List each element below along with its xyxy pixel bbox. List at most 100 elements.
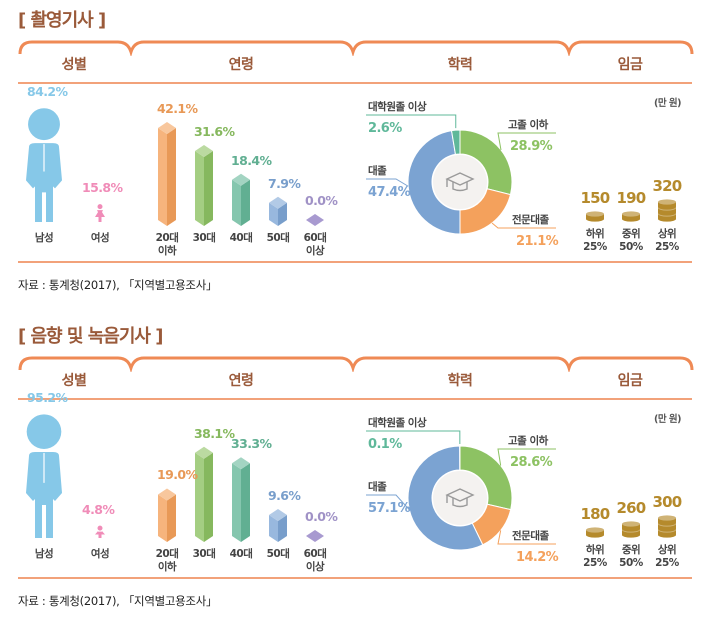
wage-label-0: 하위 <box>575 544 615 557</box>
wage-label-2: 상위 <box>647 544 687 557</box>
coin-top <box>658 199 676 204</box>
age-bar-left-face <box>195 453 204 542</box>
age-percent-4: 0.0% <box>305 509 337 524</box>
coin-bottom <box>658 532 676 537</box>
edu-percent-0: 28.9% <box>510 139 552 154</box>
wage-label-0: 25% <box>575 241 615 254</box>
coin-bottom <box>622 216 640 221</box>
coin-top <box>658 515 676 520</box>
coin-bottom <box>586 216 604 221</box>
coin-bottom <box>658 526 676 531</box>
wage-label-0: 25% <box>575 557 615 570</box>
age-bar-right-face <box>241 180 250 226</box>
coin-bottom <box>622 526 640 531</box>
age-percent-4: 0.0% <box>305 193 337 208</box>
age-bar-right-face <box>167 128 176 226</box>
age-bar-right-face <box>241 463 250 542</box>
age-label-3: 50대 <box>258 232 298 245</box>
edu-percent-0: 28.6% <box>510 455 552 470</box>
age-percent-1: 38.1% <box>194 426 234 441</box>
edu-label-0: 고졸 이하 <box>508 117 548 132</box>
age-label-0: 20대 <box>147 548 187 561</box>
donut-center <box>433 471 487 525</box>
edu-percent-1: 14.2% <box>516 550 558 565</box>
age-bar-right-face <box>167 494 176 542</box>
male-head <box>27 414 62 449</box>
edu-label-2: 대졸 <box>368 163 386 178</box>
edu-label-3: 대학원졸 이상 <box>368 99 426 114</box>
coin-bottom <box>658 520 676 525</box>
age-bar-flat <box>306 530 324 542</box>
age-bar-left-face <box>195 151 204 226</box>
edu-percent-2: 47.4% <box>368 185 410 200</box>
male-percent: 84.2% <box>27 84 67 99</box>
age-bar-flat <box>306 214 324 226</box>
wage-label-2: 25% <box>647 557 687 570</box>
female-percent: 4.8% <box>82 502 114 517</box>
wage-label-1: 중위 <box>611 544 651 557</box>
wage-unit: (만 원) <box>654 95 681 109</box>
coin-bottom <box>586 532 604 537</box>
wage-value-1: 260 <box>611 499 651 517</box>
age-label-0: 20대 <box>147 232 187 245</box>
age-bar-left-face <box>232 180 241 226</box>
gender-label-female: 여성 <box>80 548 120 561</box>
coin-bottom <box>622 532 640 537</box>
coin-top <box>586 527 604 532</box>
edu-label-2: 대졸 <box>368 479 386 494</box>
age-bar-left-face <box>232 463 241 542</box>
coin-top <box>622 521 640 526</box>
age-percent-0: 42.1% <box>157 101 197 116</box>
source-note: 자료 : 통계청(2017), 「지역별고용조사」 <box>18 277 217 293</box>
edu-percent-1: 21.1% <box>516 234 558 249</box>
wage-value-2: 300 <box>647 493 687 511</box>
age-label-2: 40대 <box>221 548 261 561</box>
male-figure-icon <box>26 108 62 222</box>
female-percent: 15.8% <box>82 180 122 195</box>
age-percent-2: 18.4% <box>231 153 271 168</box>
age-percent-0: 19.0% <box>157 467 197 482</box>
wage-value-2: 320 <box>647 177 687 195</box>
age-bar-left-face <box>158 494 167 542</box>
gender-label-male: 남성 <box>24 232 64 245</box>
female-body <box>95 531 105 538</box>
wage-label-1: 50% <box>611 241 651 254</box>
age-label-4: 60대 <box>295 232 335 245</box>
edu-percent-3: 2.6% <box>368 121 402 136</box>
gender-label-female: 여성 <box>80 232 120 245</box>
age-label-2: 40대 <box>221 232 261 245</box>
age-bar-right-face <box>204 453 213 542</box>
age-label-1: 30대 <box>184 232 224 245</box>
coin-bottom <box>658 204 676 209</box>
wage-label-0: 하위 <box>575 228 615 241</box>
age-label-1: 30대 <box>184 548 224 561</box>
coin-top <box>586 211 604 216</box>
female-figure-icon <box>95 526 105 538</box>
coin-top <box>622 211 640 216</box>
male-percent: 95.2% <box>27 390 67 405</box>
wage-label-2: 25% <box>647 241 687 254</box>
edu-label-0: 고졸 이하 <box>508 433 548 448</box>
wage-label-1: 50% <box>611 557 651 570</box>
age-label-4: 이상 <box>295 561 335 574</box>
age-label-0: 이하 <box>147 245 187 258</box>
wage-unit: (만 원) <box>654 411 681 425</box>
age-label-4: 60대 <box>295 548 335 561</box>
female-head <box>98 526 103 531</box>
age-label-3: 50대 <box>258 548 298 561</box>
wage-value-0: 150 <box>575 189 615 207</box>
age-bar-left-face <box>158 128 167 226</box>
gender-label-male: 남성 <box>24 548 64 561</box>
age-percent-3: 9.6% <box>268 488 300 503</box>
female-figure-icon <box>95 204 105 222</box>
male-head <box>28 108 60 140</box>
edu-percent-3: 0.1% <box>368 437 402 452</box>
donut-center <box>433 155 487 209</box>
edu-percent-2: 57.1% <box>368 501 410 516</box>
wage-value-1: 190 <box>611 189 651 207</box>
source-note: 자료 : 통계청(2017), 「지역별고용조사」 <box>18 593 217 609</box>
female-body <box>95 210 105 222</box>
edu-label-1: 전문대졸 <box>512 212 549 227</box>
wage-value-0: 180 <box>575 505 615 523</box>
